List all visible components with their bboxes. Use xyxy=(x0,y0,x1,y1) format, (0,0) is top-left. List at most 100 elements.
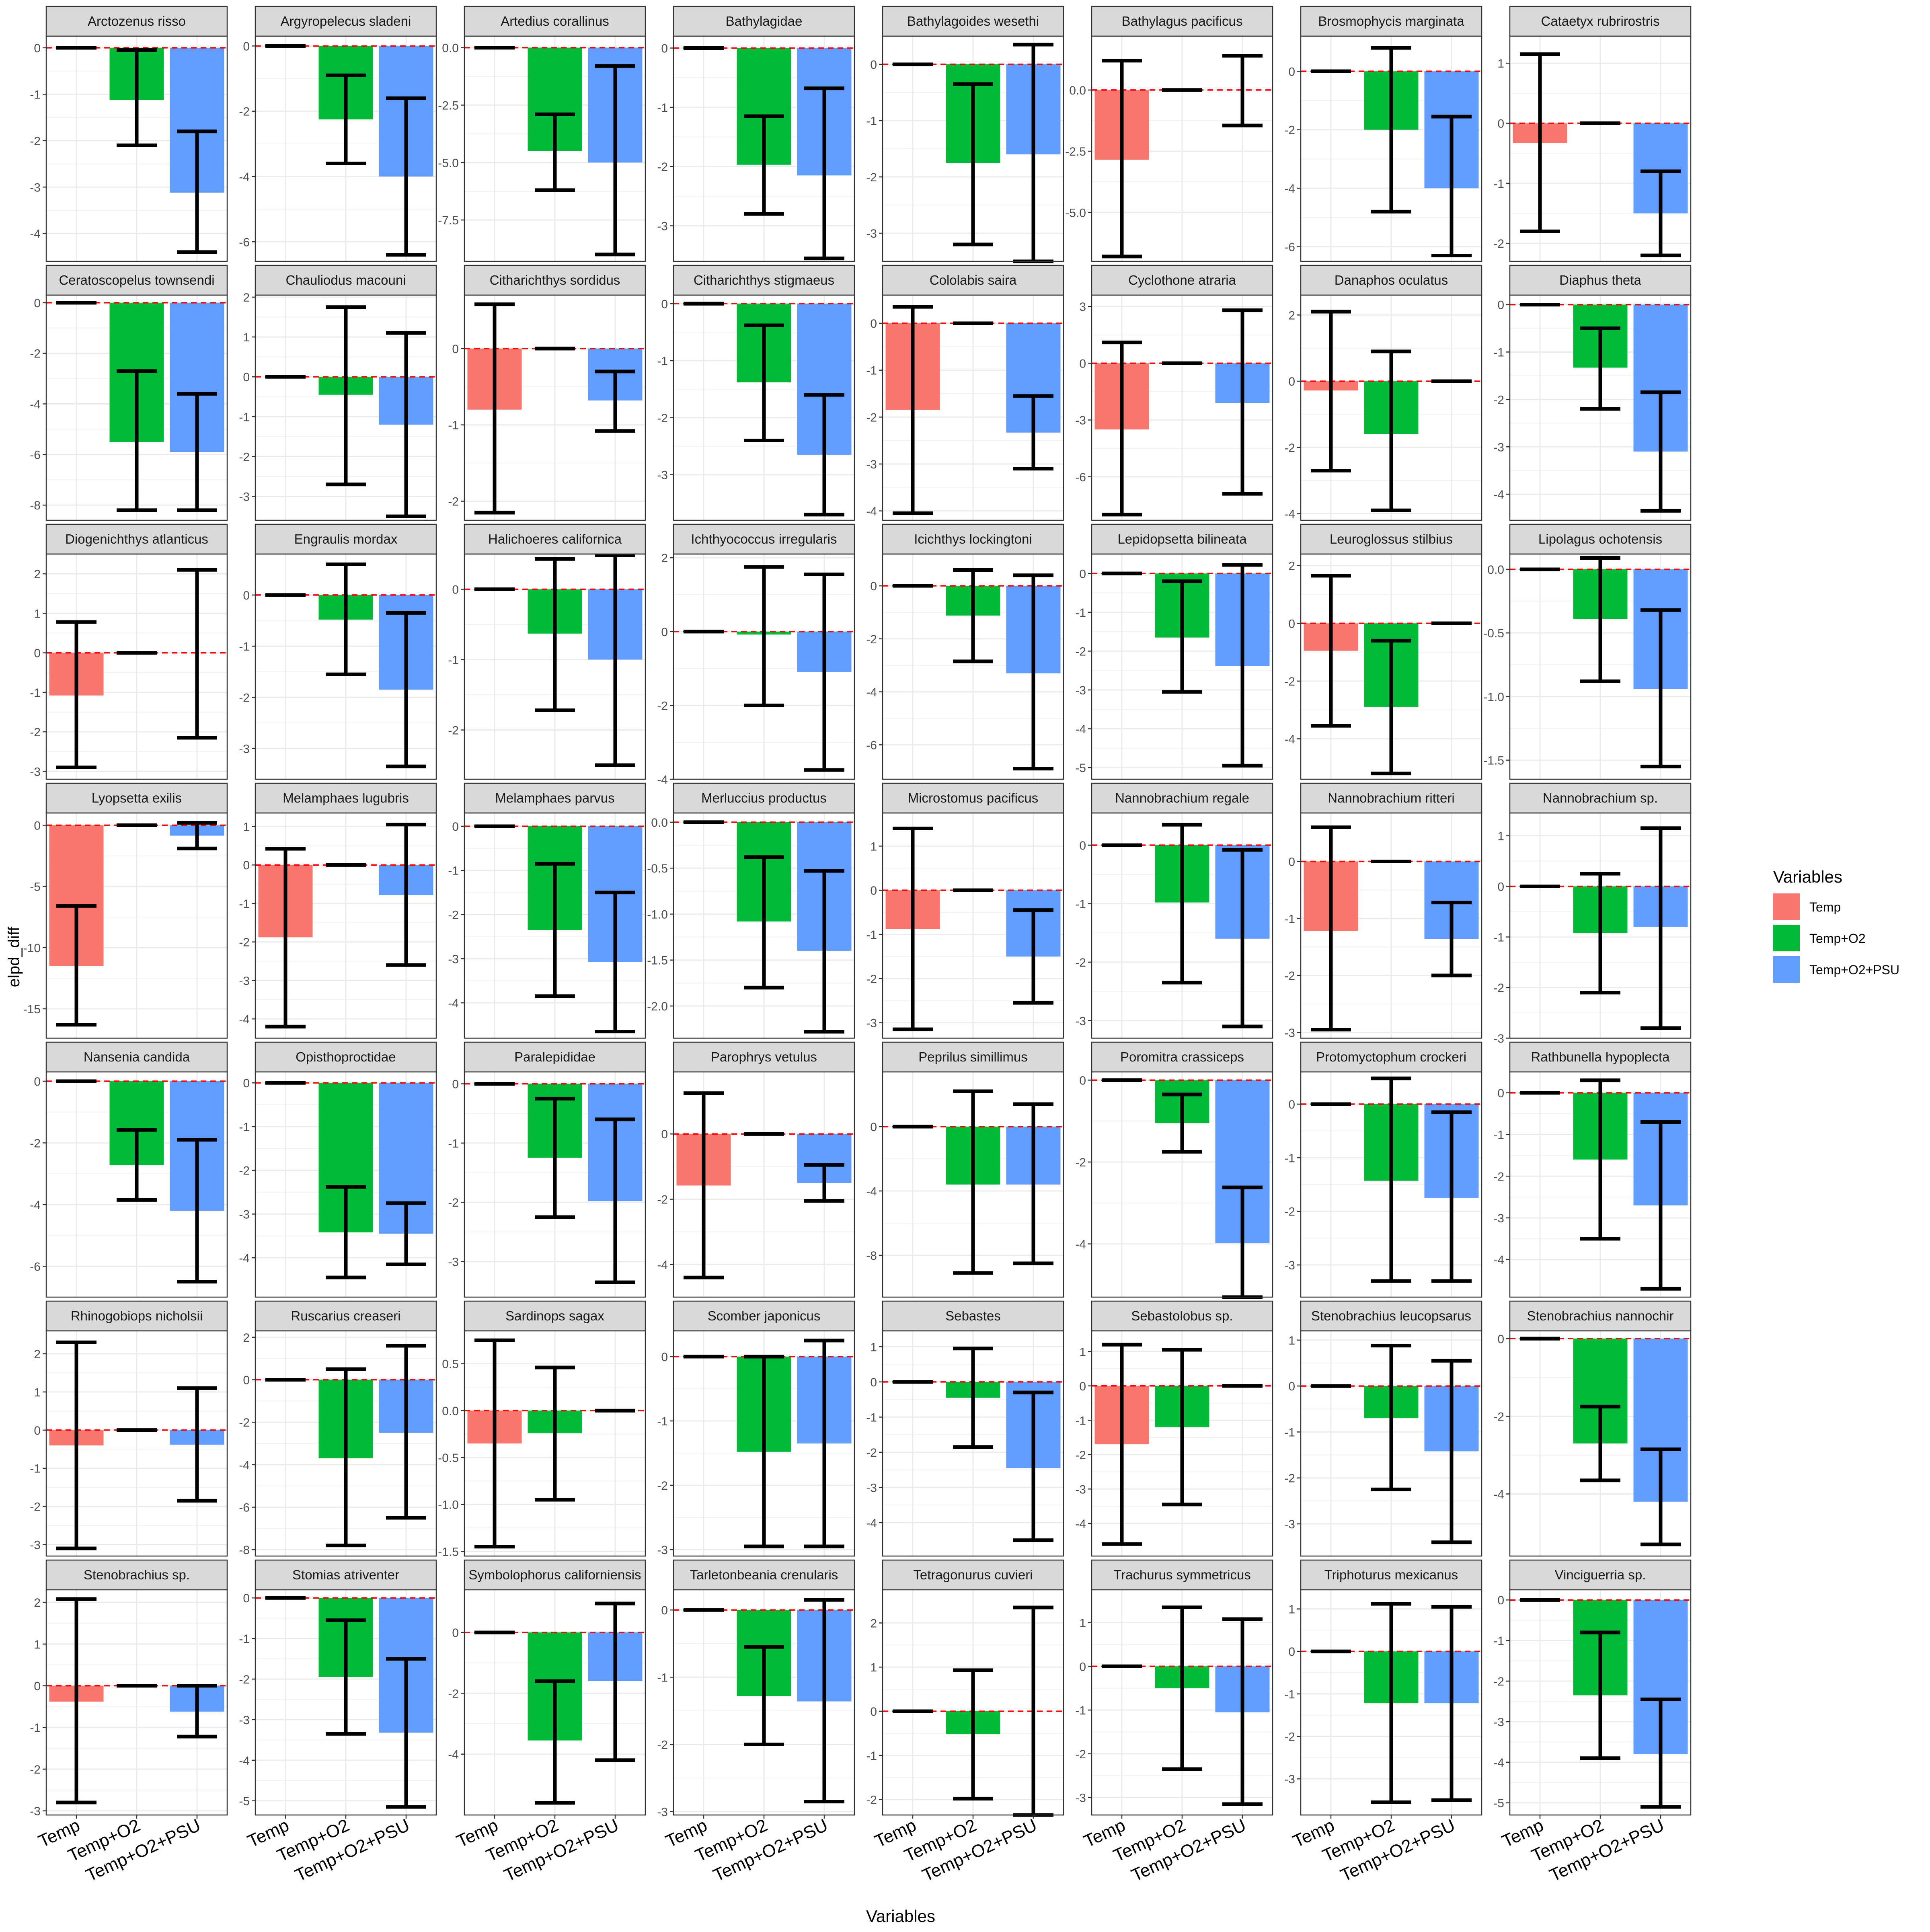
y-tick-label: -2 xyxy=(657,1193,668,1207)
y-tick-label: -3 xyxy=(239,974,250,988)
y-tick-label: -3 xyxy=(30,1805,41,1818)
y-tick-label: 1 xyxy=(243,331,250,344)
y-tick-label: 0 xyxy=(1288,1098,1295,1111)
y-tick-label: -1 xyxy=(1284,912,1295,926)
y-tick-label: 2 xyxy=(661,552,668,565)
y-tick-label: -2 xyxy=(1075,1156,1086,1169)
y-tick-label: 0 xyxy=(34,1075,41,1088)
y-tick-label: 0 xyxy=(1288,617,1295,630)
y-tick-label: -0.5 xyxy=(647,862,668,875)
y-tick-label: 0 xyxy=(1497,1594,1504,1607)
facet-title: Rhinogobiops nicholsii xyxy=(71,1308,203,1323)
y-tick-label: 1 xyxy=(243,821,250,834)
legend-swatch xyxy=(1773,925,1800,951)
y-tick-label: -2 xyxy=(239,1673,250,1686)
y-tick-label: -2 xyxy=(1284,1731,1295,1744)
facet-title: Stomias atriventer xyxy=(292,1567,399,1582)
y-tick-label: -2 xyxy=(1284,969,1295,983)
y-tick-label: 1 xyxy=(34,607,41,620)
y-tick-label: -3 xyxy=(866,458,877,471)
y-tick-label: 0 xyxy=(661,1351,668,1364)
facet-title: Engraulis mordax xyxy=(294,532,398,546)
facet-panel: Tarletonbeania crenularis0-1-2-3TempTemp… xyxy=(657,1560,854,1885)
facet-title: Chauliodus macouni xyxy=(285,273,406,287)
facet-title: Trachurus symmetricus xyxy=(1113,1567,1251,1582)
y-tick-label: -2 xyxy=(239,936,250,949)
facet-title: Bathylagidae xyxy=(726,14,803,29)
y-tick-label: -3 xyxy=(1493,441,1504,454)
y-tick-label: 0 xyxy=(1288,65,1295,78)
y-tick-label: -2.5 xyxy=(438,99,459,112)
y-tick-label: -6 xyxy=(239,236,250,249)
y-tick-label: -2 xyxy=(448,724,459,737)
y-tick-label: -1 xyxy=(1075,897,1086,911)
y-tick-label: 0 xyxy=(1288,1645,1295,1659)
y-tick-label: -1 xyxy=(1075,1414,1086,1427)
facet-title: Protomyctophum crockeri xyxy=(1316,1049,1466,1064)
y-tick-label: -1 xyxy=(239,1121,250,1134)
y-tick-label: -1.5 xyxy=(438,1545,459,1558)
facet-title: Citharichthys sordidus xyxy=(490,273,620,287)
y-tick-label: 0 xyxy=(34,1680,41,1693)
y-tick-label: 1 xyxy=(1079,1617,1086,1630)
y-tick-label: -6 xyxy=(1075,471,1086,484)
y-tick-label: -2 xyxy=(239,105,250,119)
facet-title: Cyclothone atraria xyxy=(1128,273,1236,287)
y-axis-title: elpd_diff xyxy=(5,926,23,987)
y-tick-label: -2 xyxy=(1075,1748,1086,1761)
y-tick-label: -1 xyxy=(866,115,877,128)
y-tick-label: 0 xyxy=(34,1424,41,1437)
y-tick-label: -2 xyxy=(30,347,41,361)
legend-label: Temp+O2 xyxy=(1809,931,1866,946)
facet-title: Lyopsetta exilis xyxy=(92,790,182,805)
y-tick-label: -2 xyxy=(866,1794,877,1807)
y-tick-label: -1 xyxy=(1284,1426,1295,1439)
y-tick-label: -2 xyxy=(30,135,41,148)
y-tick-label: -2 xyxy=(448,495,459,509)
y-tick-label: -3 xyxy=(30,765,41,778)
y-tick-label: 0 xyxy=(870,317,877,331)
y-tick-label: -2 xyxy=(1493,237,1504,250)
y-tick-label: -1 xyxy=(866,1749,877,1763)
facet-title: Triphoturus mexicanus xyxy=(1324,1567,1458,1582)
y-tick-label: 0 xyxy=(452,1078,459,1091)
y-tick-label: -5 xyxy=(30,881,41,894)
y-tick-label: -3 xyxy=(1493,1032,1504,1045)
y-tick-label: -3 xyxy=(866,227,877,240)
y-tick-label: -1 xyxy=(1493,1634,1504,1648)
facet-title: Leuroglossus stilbius xyxy=(1330,532,1453,546)
y-tick-label: -1 xyxy=(448,1137,459,1150)
y-tick-label: 0 xyxy=(1288,375,1295,388)
y-tick-label: -5.0 xyxy=(438,156,459,170)
y-tick-label: 0 xyxy=(870,580,877,593)
facet-title: Nannobrachium sp. xyxy=(1543,790,1658,805)
y-tick-label: -4 xyxy=(30,1199,41,1212)
facet-title: Vinciguerria sp. xyxy=(1555,1567,1646,1582)
y-tick-label: -4 xyxy=(866,686,877,699)
facet-title: Peprilus simillimus xyxy=(918,1049,1027,1064)
y-tick-label: -2 xyxy=(1284,124,1295,137)
y-tick-label: 0 xyxy=(34,297,41,310)
facet-title: Lepidopsetta bilineata xyxy=(1117,532,1247,546)
y-tick-label: -3 xyxy=(239,1208,250,1221)
y-tick-label: -3 xyxy=(1075,414,1086,427)
y-tick-label: 0 xyxy=(1079,839,1086,852)
y-tick-label: -2 xyxy=(657,1738,668,1751)
y-tick-label: 2 xyxy=(34,568,41,581)
